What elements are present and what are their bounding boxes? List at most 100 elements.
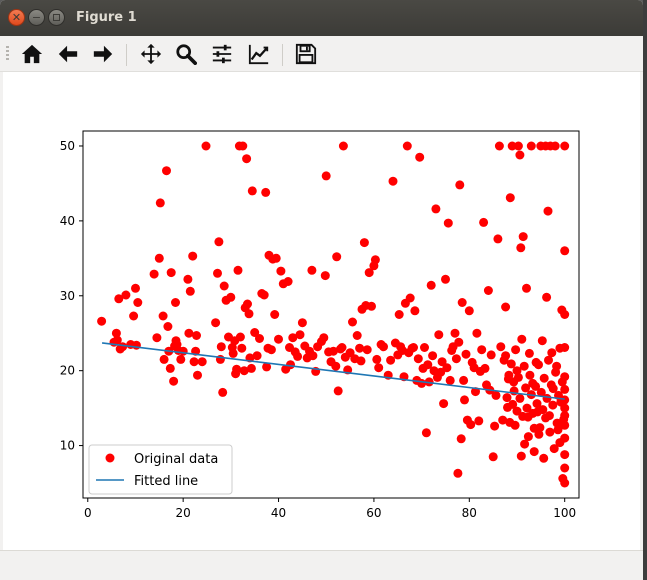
x-tick-label: 100 (553, 506, 576, 520)
x-tick-label: 40 (271, 506, 286, 520)
data-point (480, 363, 490, 373)
data-point (516, 243, 526, 253)
data-point (436, 367, 446, 377)
x-tick-label: 60 (366, 506, 381, 520)
edit-axes-button[interactable] (244, 40, 274, 68)
data-point (486, 350, 496, 360)
data-point (169, 376, 179, 386)
data-point (242, 154, 252, 164)
data-point (472, 328, 482, 338)
data-point (276, 266, 286, 276)
data-point (537, 336, 547, 346)
data-point (560, 463, 570, 473)
data-point (548, 400, 558, 410)
data-point (560, 420, 570, 430)
data-point (188, 251, 198, 261)
data-point (454, 337, 464, 347)
data-point (243, 299, 252, 309)
data-point (529, 447, 539, 457)
data-point (320, 271, 330, 281)
back-button[interactable] (53, 40, 83, 68)
x-tick-label: 20 (176, 506, 191, 520)
data-point (546, 380, 556, 390)
data-point (319, 333, 329, 343)
data-point (262, 362, 272, 372)
data-point (491, 390, 501, 400)
data-point (490, 421, 500, 431)
data-point (133, 298, 143, 307)
home-icon (21, 44, 43, 64)
data-point (331, 361, 341, 371)
data-point (193, 370, 202, 380)
title-bar[interactable]: ✕ − Figure 1 (0, 0, 643, 36)
navigation-toolbar (0, 36, 643, 72)
figure-canvas[interactable]: 0 20 40 60 80 100 10 20 30 40 50 Original data Fi… (3, 72, 640, 550)
data-point (162, 166, 171, 176)
toolbar-grip[interactable] (6, 46, 9, 62)
data-point (461, 349, 471, 359)
data-point (121, 290, 131, 300)
data-point (348, 317, 357, 327)
data-point (560, 343, 570, 352)
maximize-window-button[interactable] (48, 9, 65, 26)
data-point (534, 429, 544, 439)
data-point (549, 444, 559, 454)
arrow-left-icon (58, 45, 78, 63)
data-point (552, 418, 562, 428)
save-button[interactable] (291, 40, 321, 68)
legend-label-fitted: Fitted line (134, 474, 198, 489)
pan-button[interactable] (136, 40, 166, 68)
data-point (557, 377, 567, 387)
data-point (512, 366, 522, 376)
data-point (560, 478, 570, 488)
data-point (534, 360, 543, 370)
data-point (429, 366, 439, 376)
forward-button[interactable] (88, 40, 118, 68)
data-point (515, 150, 525, 160)
data-point (152, 333, 162, 343)
data-point (415, 152, 425, 162)
data-point (535, 423, 545, 433)
window-title: Figure 1 (76, 10, 137, 25)
fitted-line (101, 342, 565, 400)
data-point (286, 360, 295, 370)
background-window-edge (643, 0, 647, 580)
data-point (560, 246, 570, 256)
data-point (431, 204, 441, 214)
data-point (370, 255, 380, 265)
axes-frame (82, 130, 580, 499)
data-point (439, 399, 449, 409)
home-button[interactable] (17, 40, 47, 68)
data-point (560, 411, 570, 421)
toolbar-separator (282, 44, 283, 66)
data-point (513, 372, 523, 382)
data-point (560, 450, 570, 460)
data-point (505, 193, 515, 203)
data-point (457, 298, 467, 307)
data-point (434, 330, 444, 340)
data-point (333, 386, 343, 396)
data-point (379, 342, 388, 352)
data-point (413, 354, 423, 364)
subplots-button[interactable] (207, 40, 237, 68)
data-point (539, 453, 549, 463)
data-point (498, 415, 508, 425)
data-point (183, 274, 193, 284)
data-point (250, 328, 260, 337)
zoom-button[interactable] (171, 40, 201, 68)
x-axis-ticks: 0 20 40 60 80 100 (84, 498, 576, 520)
data-point (477, 345, 487, 355)
scatter-plot[interactable]: 0 20 40 60 80 100 10 20 30 40 50 Original data Fi… (3, 72, 640, 550)
y-tick-label: 30 (60, 289, 75, 303)
data-point (185, 286, 195, 296)
legend-marker-original (105, 453, 115, 463)
data-point (488, 452, 498, 462)
close-window-button[interactable]: ✕ (8, 9, 25, 26)
data-point (244, 309, 254, 319)
data-point (423, 360, 433, 370)
data-point (295, 330, 305, 340)
data-point (409, 343, 418, 352)
y-tick-label: 10 (60, 439, 75, 453)
data-point (118, 342, 128, 352)
minimize-window-button[interactable]: − (28, 9, 45, 26)
